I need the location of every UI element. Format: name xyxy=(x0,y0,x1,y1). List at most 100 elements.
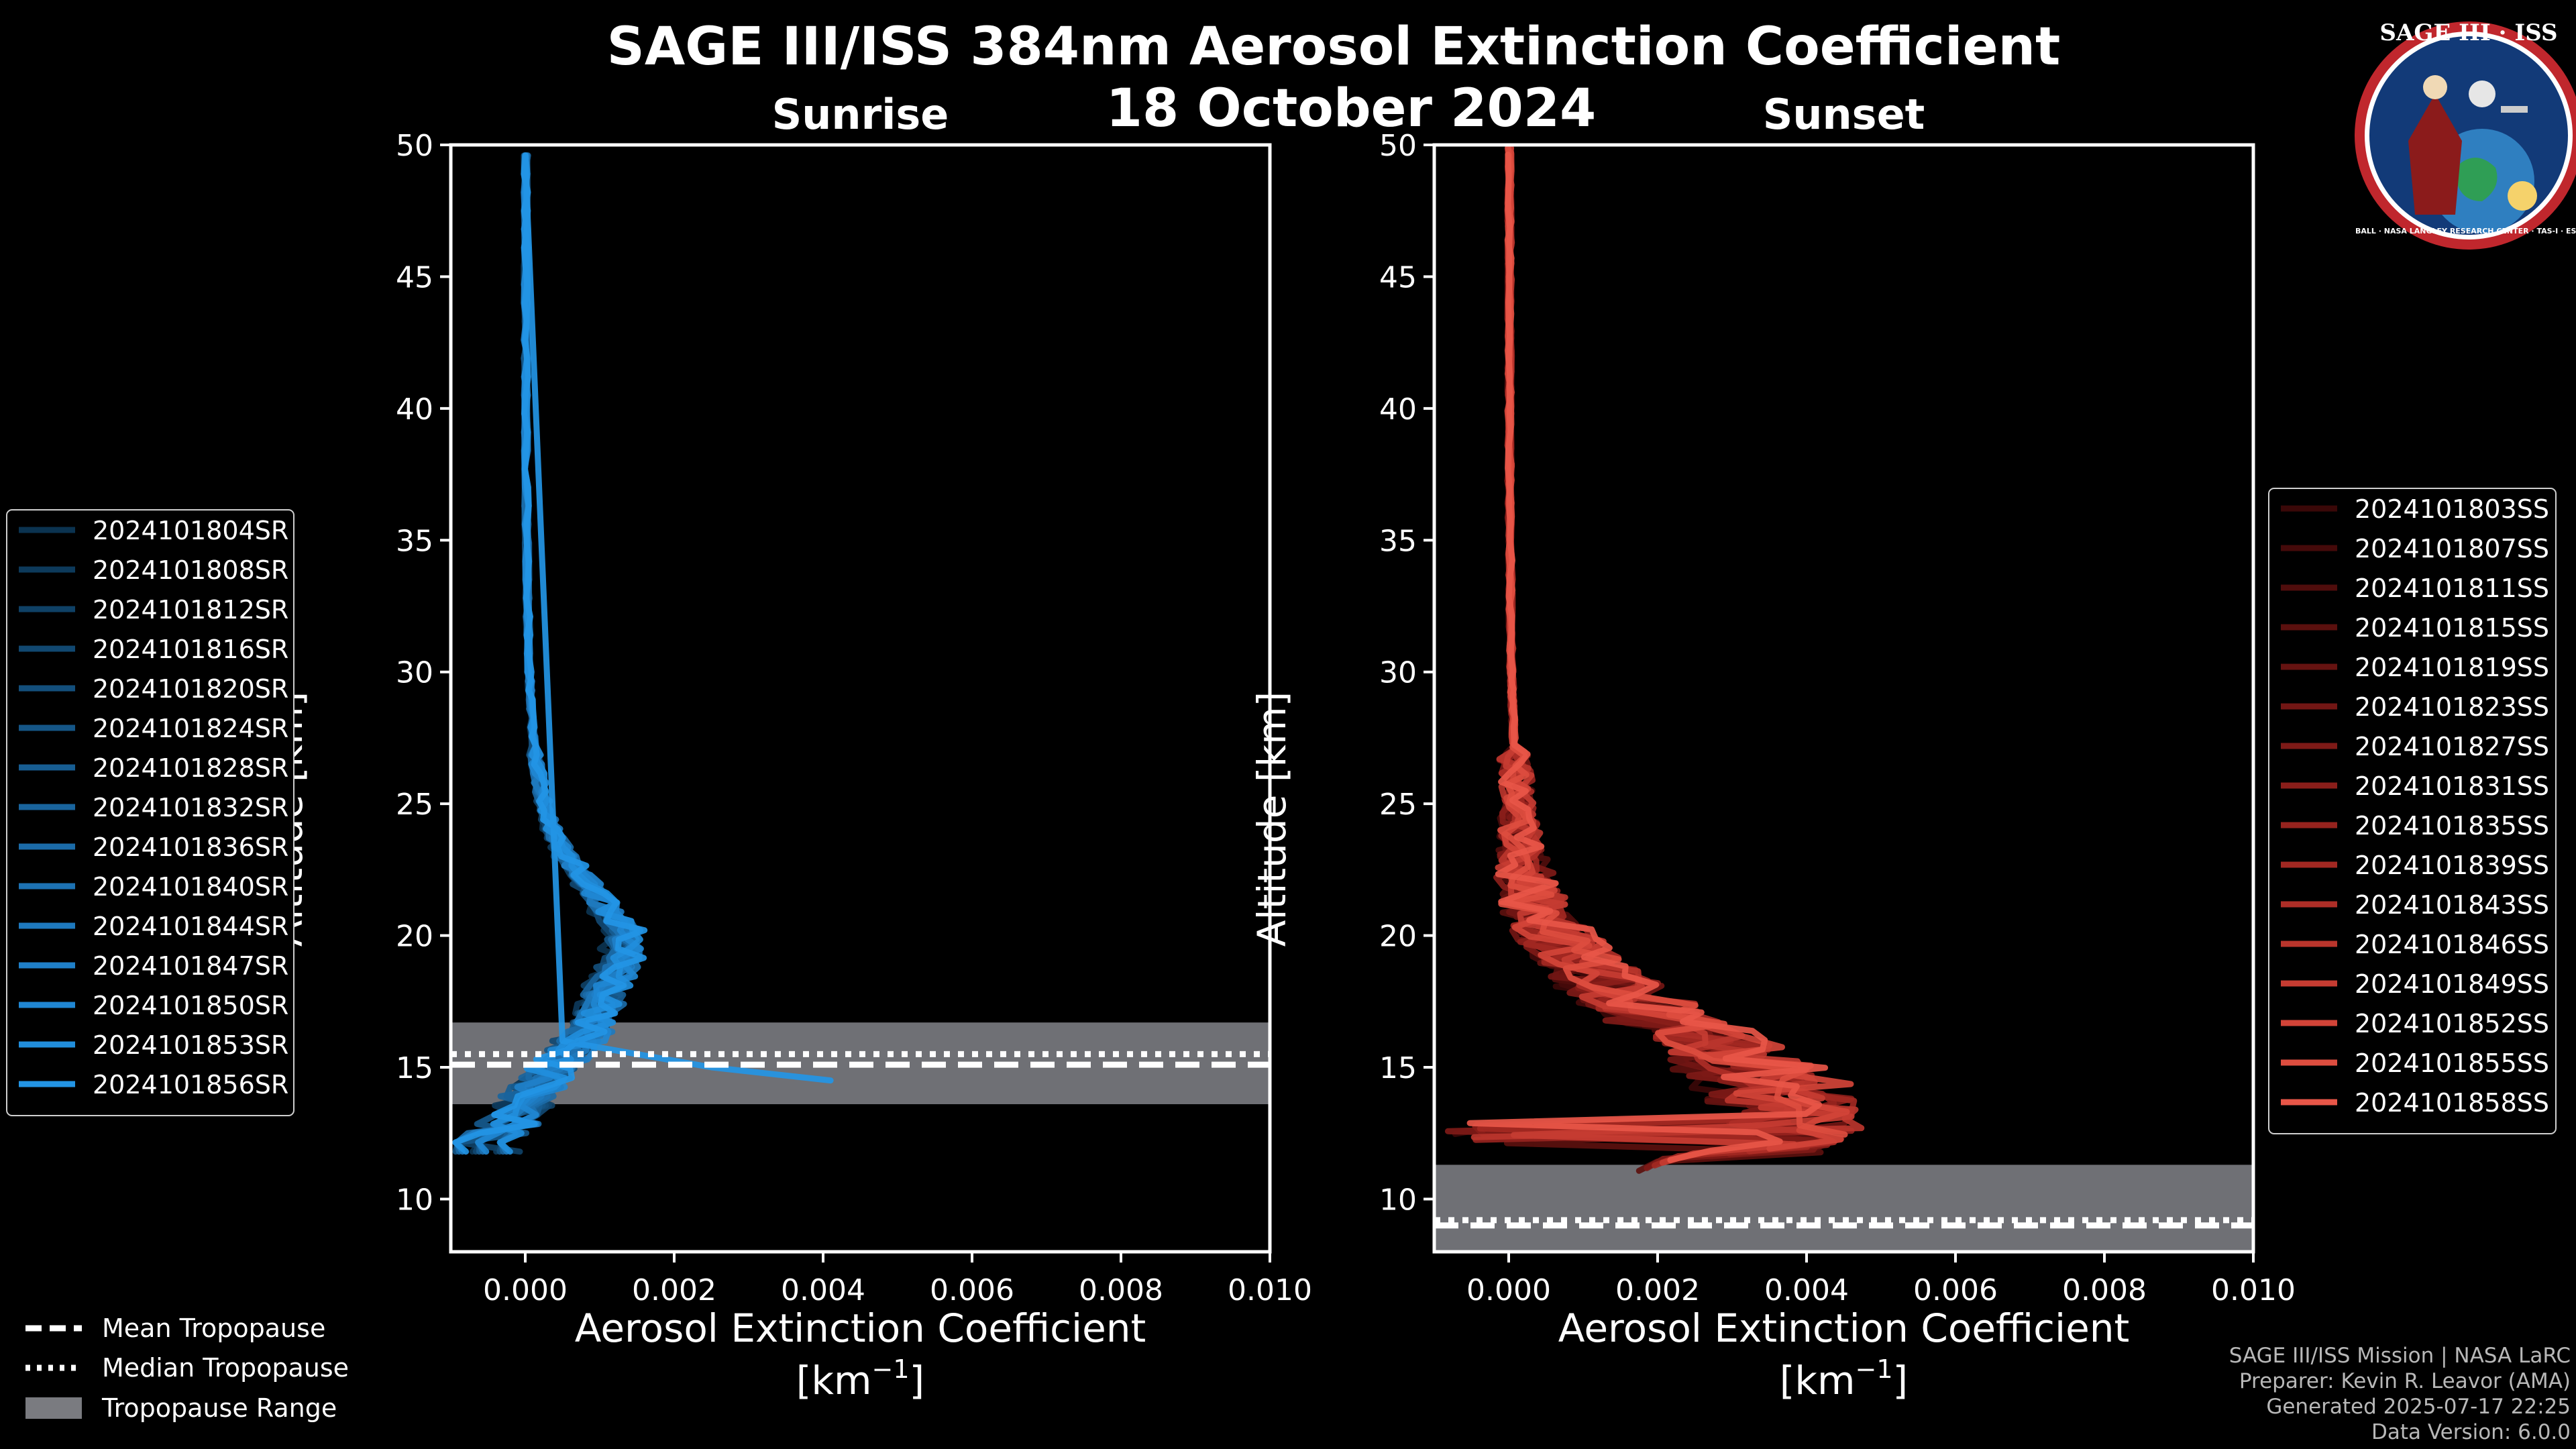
legend-label-2024101850SR: 2024101850SR xyxy=(93,991,288,1020)
y-tick-label: 25 xyxy=(396,788,433,822)
legend-label-2024101832SR: 2024101832SR xyxy=(93,793,288,822)
x-tick-label: 0.010 xyxy=(2211,1273,2296,1307)
tropopause-legend: Mean Tropopause Median Tropopause Tropop… xyxy=(25,1313,349,1423)
x-tick-label: 0.004 xyxy=(1764,1273,1849,1307)
sage-iii-iss-mission-patch: SAGE III · ISS BALL · NASA LANGLEY RESEA… xyxy=(2355,19,2576,250)
footer-preparer: Preparer: Kevin R. Leavor (AMA) xyxy=(2239,1369,2571,1393)
logo-ring-text: BALL · NASA LANGLEY RESEARCH CENTER · TA… xyxy=(2355,227,2576,235)
y-tick-label: 20 xyxy=(396,920,433,954)
legend-label-2024101815SS: 2024101815SS xyxy=(2355,613,2549,643)
legend-label-2024101836SR: 2024101836SR xyxy=(93,833,288,862)
x-axis-unit-close: ] xyxy=(1893,1358,1909,1403)
legend-label-2024101849SS: 2024101849SS xyxy=(2355,969,2549,999)
series-legend-box xyxy=(2268,488,2557,1134)
panel-title: Sunrise xyxy=(772,90,949,139)
y-tick-label: 35 xyxy=(1379,524,1417,558)
y-tick-label: 45 xyxy=(396,260,433,294)
x-axis-unit: [km−1] xyxy=(1780,1354,1908,1403)
x-tick-label: 0.010 xyxy=(1228,1273,1312,1307)
profile-2024101811SS xyxy=(1495,146,1838,1148)
panel-sunrise: 0.000 0.002 0.004 0.006 0.008 0.010 10 15 20 25 30… xyxy=(6,90,1312,1403)
x-tick-label: 0.002 xyxy=(632,1273,716,1307)
y-tick-label: 30 xyxy=(1379,656,1417,690)
legend-label-2024101807SS: 2024101807SS xyxy=(2355,534,2549,564)
legend-label-2024101852SS: 2024101852SS xyxy=(2355,1009,2549,1038)
legend-label-2024101824SR: 2024101824SR xyxy=(93,714,288,743)
legend-label-2024101828SR: 2024101828SR xyxy=(93,753,288,783)
y-tick-label: 20 xyxy=(1379,920,1417,954)
profile-2024101853SR xyxy=(490,152,643,1155)
x-tick-label: 0.000 xyxy=(483,1273,568,1307)
x-axis-unit: [km−1] xyxy=(796,1354,924,1403)
legend-label-2024101840SR: 2024101840SR xyxy=(93,872,288,902)
x-axis-unit-base: [km xyxy=(796,1358,872,1403)
x-tick-label: 0.008 xyxy=(1079,1273,1163,1307)
median-tropopause-label: Median Tropopause xyxy=(102,1353,349,1383)
x-tick-label: 0.000 xyxy=(1466,1273,1551,1307)
y-tick-label: 40 xyxy=(1379,392,1417,427)
profile-2024101823SS xyxy=(1497,145,1855,1146)
figure-title-line2: 18 October 2024 xyxy=(1106,78,1597,139)
legend-label-2024101804SR: 2024101804SR xyxy=(93,516,288,545)
legend-label-2024101858SS: 2024101858SS xyxy=(2355,1088,2549,1118)
x-tick-label: 0.004 xyxy=(781,1273,865,1307)
legend-label-2024101844SR: 2024101844SR xyxy=(93,912,288,941)
legend-label-2024101827SS: 2024101827SS xyxy=(2355,732,2549,761)
series-legend: 2024101803SS 2024101807SS 2024101811SS 2024… xyxy=(2268,488,2557,1134)
footer-credits: SAGE III/ISS Mission | NASA LaRC Prepare… xyxy=(2229,1343,2571,1445)
x-axis-label: Aerosol Extinction Coefficient xyxy=(575,1305,1146,1351)
x-axis-unit-exponent: −1 xyxy=(872,1354,910,1384)
legend-label-2024101816SR: 2024101816SR xyxy=(93,635,288,664)
profile-lines xyxy=(1444,145,1865,1174)
y-tick-label: 50 xyxy=(396,129,433,163)
y-axis-label: Altitude [km] xyxy=(1249,692,1295,947)
footer-data-version: Data Version: 6.0.0 xyxy=(2371,1420,2571,1444)
x-axis-label: Aerosol Extinction Coefficient xyxy=(1558,1305,2130,1351)
profile-lines xyxy=(452,152,834,1155)
x-tick-label: 0.006 xyxy=(1913,1273,1998,1307)
tropopause-range-band xyxy=(1434,1165,2253,1252)
y-tick-label: 10 xyxy=(1379,1183,1417,1217)
x-axis-unit-exponent: −1 xyxy=(1856,1354,1893,1384)
legend-label-2024101846SS: 2024101846SS xyxy=(2355,930,2549,959)
legend-label-2024101819SS: 2024101819SS xyxy=(2355,653,2549,682)
profile-2024101835SS xyxy=(1472,150,1855,1143)
profile-2024101856SR xyxy=(452,152,834,1155)
legend-label-2024101839SS: 2024101839SS xyxy=(2355,851,2549,880)
y-tick-label: 35 xyxy=(396,524,433,558)
footer-generated: Generated 2025-07-17 22:25 xyxy=(2266,1395,2571,1419)
mean-tropopause-label: Mean Tropopause xyxy=(102,1313,325,1343)
legend-label-2024101808SR: 2024101808SR xyxy=(93,555,288,585)
plot-frame xyxy=(1432,143,2255,1254)
legend-label-2024101812SR: 2024101812SR xyxy=(93,595,288,625)
legend-label-2024101803SS: 2024101803SS xyxy=(2355,494,2549,524)
logo-top-text: SAGE III · ISS xyxy=(2379,19,2557,46)
legend-label-2024101831SS: 2024101831SS xyxy=(2355,771,2549,801)
legend-label-2024101835SS: 2024101835SS xyxy=(2355,811,2549,841)
y-tick-label: 30 xyxy=(396,656,433,690)
profile-2024101855SS xyxy=(1497,145,1848,1138)
x-tick-label: 0.006 xyxy=(930,1273,1014,1307)
series-legend: 2024101804SR 2024101808SR 2024101812SR 2024… xyxy=(6,509,294,1116)
legend-label-2024101855SS: 2024101855SS xyxy=(2355,1049,2549,1078)
y-tick-label: 50 xyxy=(1379,129,1417,163)
profile-2024101858SS xyxy=(1466,152,1829,1163)
legend-label-2024101853SR: 2024101853SR xyxy=(93,1030,288,1060)
x-axis-unit-base: [km xyxy=(1780,1358,1856,1403)
x-axis-unit-close: ] xyxy=(910,1358,925,1403)
y-tick-label: 15 xyxy=(1379,1051,1417,1085)
series-legend-box xyxy=(6,509,294,1116)
figure-title-line1: SAGE III/ISS 384nm Aerosol Extinction Co… xyxy=(607,17,2061,77)
tropopause-range-label: Tropopause Range xyxy=(101,1393,337,1423)
y-tick-label: 10 xyxy=(396,1183,433,1217)
tropopause-range-swatch xyxy=(25,1397,82,1419)
panel-sunset: 0.000 0.002 0.004 0.006 0.008 0.010 10 15 20 25 30… xyxy=(1249,90,2557,1403)
plot-frame xyxy=(449,143,1272,1254)
legend-label-2024101847SR: 2024101847SR xyxy=(93,951,288,981)
x-tick-label: 0.008 xyxy=(2062,1273,2147,1307)
legend-label-2024101811SS: 2024101811SS xyxy=(2355,574,2549,603)
y-tick-label: 25 xyxy=(1379,788,1417,822)
legend-label-2024101856SR: 2024101856SR xyxy=(93,1070,288,1099)
panel-title: Sunset xyxy=(1763,90,1925,139)
legend-label-2024101820SR: 2024101820SR xyxy=(93,674,288,704)
